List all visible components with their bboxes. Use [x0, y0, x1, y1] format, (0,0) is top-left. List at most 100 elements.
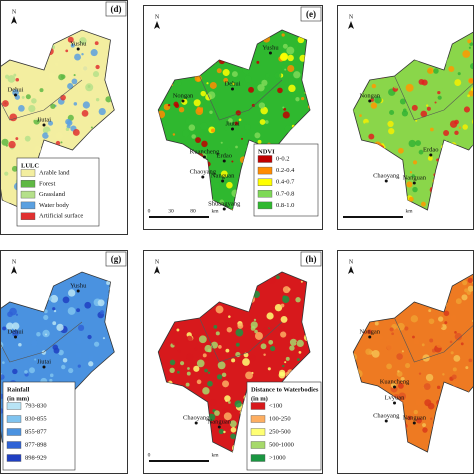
scale-bar — [149, 460, 209, 462]
map-pixel — [244, 144, 251, 152]
map-pixel — [167, 31, 175, 40]
map-pixel — [94, 429, 100, 434]
map-pixel — [56, 323, 64, 332]
map-pixel — [365, 348, 372, 355]
map-pixel — [414, 48, 420, 54]
map-pixel — [215, 305, 224, 314]
map-pixel — [237, 281, 245, 288]
legend-title: LULC — [21, 162, 39, 169]
place-name: Nanguan — [403, 414, 427, 421]
place-marker — [368, 335, 372, 339]
panel-label-box — [300, 251, 322, 267]
map-pixel — [245, 273, 250, 277]
map-pixel — [176, 58, 180, 62]
place-name: Nanguan — [211, 172, 235, 179]
map-pixel — [218, 345, 222, 349]
map-pixel — [390, 433, 396, 439]
map-pixel — [213, 182, 221, 189]
map-pixel — [260, 343, 267, 350]
map-pixel — [361, 119, 364, 122]
map-pixel — [106, 164, 113, 170]
map-pixel — [166, 194, 174, 202]
map-pixel — [192, 186, 199, 193]
map-pixel — [78, 395, 86, 404]
map-pixel — [12, 368, 18, 375]
district-boundary — [199, 75, 283, 121]
legend-title: Rainfall — [7, 386, 30, 393]
map-pixel — [353, 402, 359, 410]
map-pixel — [412, 21, 416, 25]
map-pixel — [278, 371, 286, 379]
map-pixel — [412, 186, 418, 193]
map-pixel — [22, 351, 25, 354]
map-pixel — [461, 179, 465, 183]
map-pixel — [201, 58, 207, 65]
map-pixel — [441, 391, 444, 394]
map-pixel — [431, 39, 437, 45]
map-pixel — [464, 419, 472, 427]
map-pixel — [390, 205, 395, 210]
map-pixel — [353, 130, 355, 137]
legend-label: 250-500 — [269, 428, 291, 435]
map-pixel — [430, 78, 435, 83]
map-pixel — [309, 288, 311, 296]
map-panel: N (e) Yushu Dehui Nongan Jiutai KuanchengErdao… — [143, 5, 323, 230]
map-pixel — [405, 362, 411, 369]
map-pixel — [226, 30, 232, 31]
map-pixel — [265, 73, 270, 78]
map-pixel — [9, 113, 18, 122]
map-pixel — [253, 318, 257, 322]
map-pixel — [369, 297, 378, 306]
place-marker — [221, 179, 225, 183]
map-pixel — [451, 435, 458, 442]
map-pixel — [368, 133, 375, 140]
map-pixel — [112, 272, 115, 273]
legend-swatch — [250, 402, 266, 410]
map-pixel — [96, 150, 103, 157]
map-pixel — [23, 25, 26, 28]
map-pixel — [462, 50, 471, 58]
map-pixel — [274, 71, 282, 79]
map-pixel — [2, 361, 5, 364]
map-pixel — [217, 52, 225, 61]
map-pixel — [248, 86, 255, 93]
map-pixel — [358, 390, 361, 393]
map-pixel — [437, 95, 442, 100]
legend-label: 0.2-0.4 — [276, 167, 295, 174]
map-pixel — [345, 162, 353, 170]
map-pixel — [163, 125, 169, 130]
map-pixel — [239, 80, 243, 84]
map-pixel — [364, 24, 368, 28]
map-pixel — [418, 372, 422, 375]
map-pixel — [199, 122, 208, 130]
north-label: N — [155, 14, 160, 20]
map-pixel — [29, 367, 35, 374]
place-name: Lvyuan — [385, 394, 406, 401]
map-pixel — [394, 52, 400, 58]
map-pixel — [353, 169, 355, 173]
map-pixel — [158, 333, 164, 341]
panel-border — [0, 0, 128, 235]
panel-label: (h) — [306, 254, 317, 264]
map-pixel — [78, 447, 82, 451]
map-pixel — [242, 66, 251, 75]
map-pixel — [466, 24, 469, 27]
map-pixel — [179, 39, 188, 48]
map-pixel — [40, 338, 48, 345]
map-pixel — [377, 55, 380, 58]
map-pixel — [47, 150, 50, 153]
map-pixel — [386, 437, 390, 441]
map-pixel — [232, 59, 239, 66]
map-pixel — [171, 199, 177, 204]
map-pixel — [116, 58, 122, 64]
map-pixel — [288, 77, 295, 85]
map-pixel — [106, 408, 110, 412]
map-pixel — [36, 332, 41, 337]
map-pixel — [247, 309, 251, 313]
map-pixel — [206, 194, 212, 200]
map-pixel — [445, 157, 452, 164]
map-pixel — [101, 177, 107, 183]
map-pixel — [278, 325, 285, 332]
place-marker — [393, 401, 396, 405]
map-pixel — [226, 181, 233, 189]
